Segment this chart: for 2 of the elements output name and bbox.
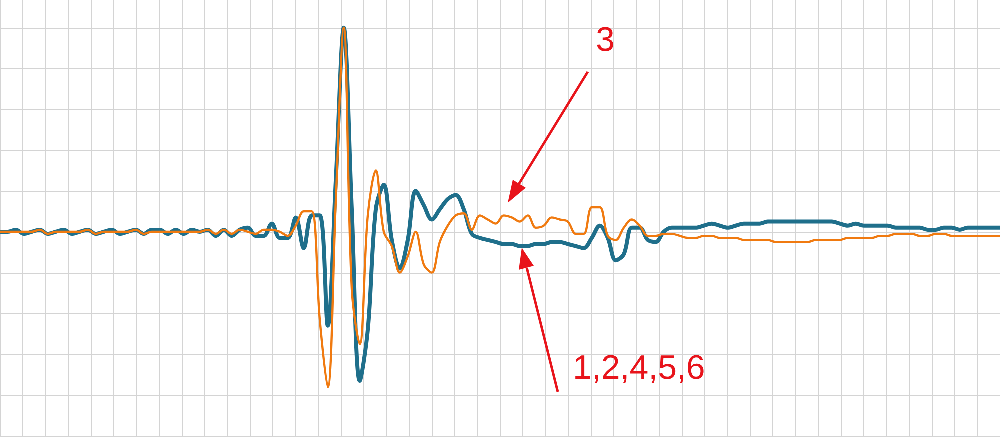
annotation: 3 — [596, 21, 615, 59]
annotation: 1,2,4,5,6 — [573, 349, 706, 387]
